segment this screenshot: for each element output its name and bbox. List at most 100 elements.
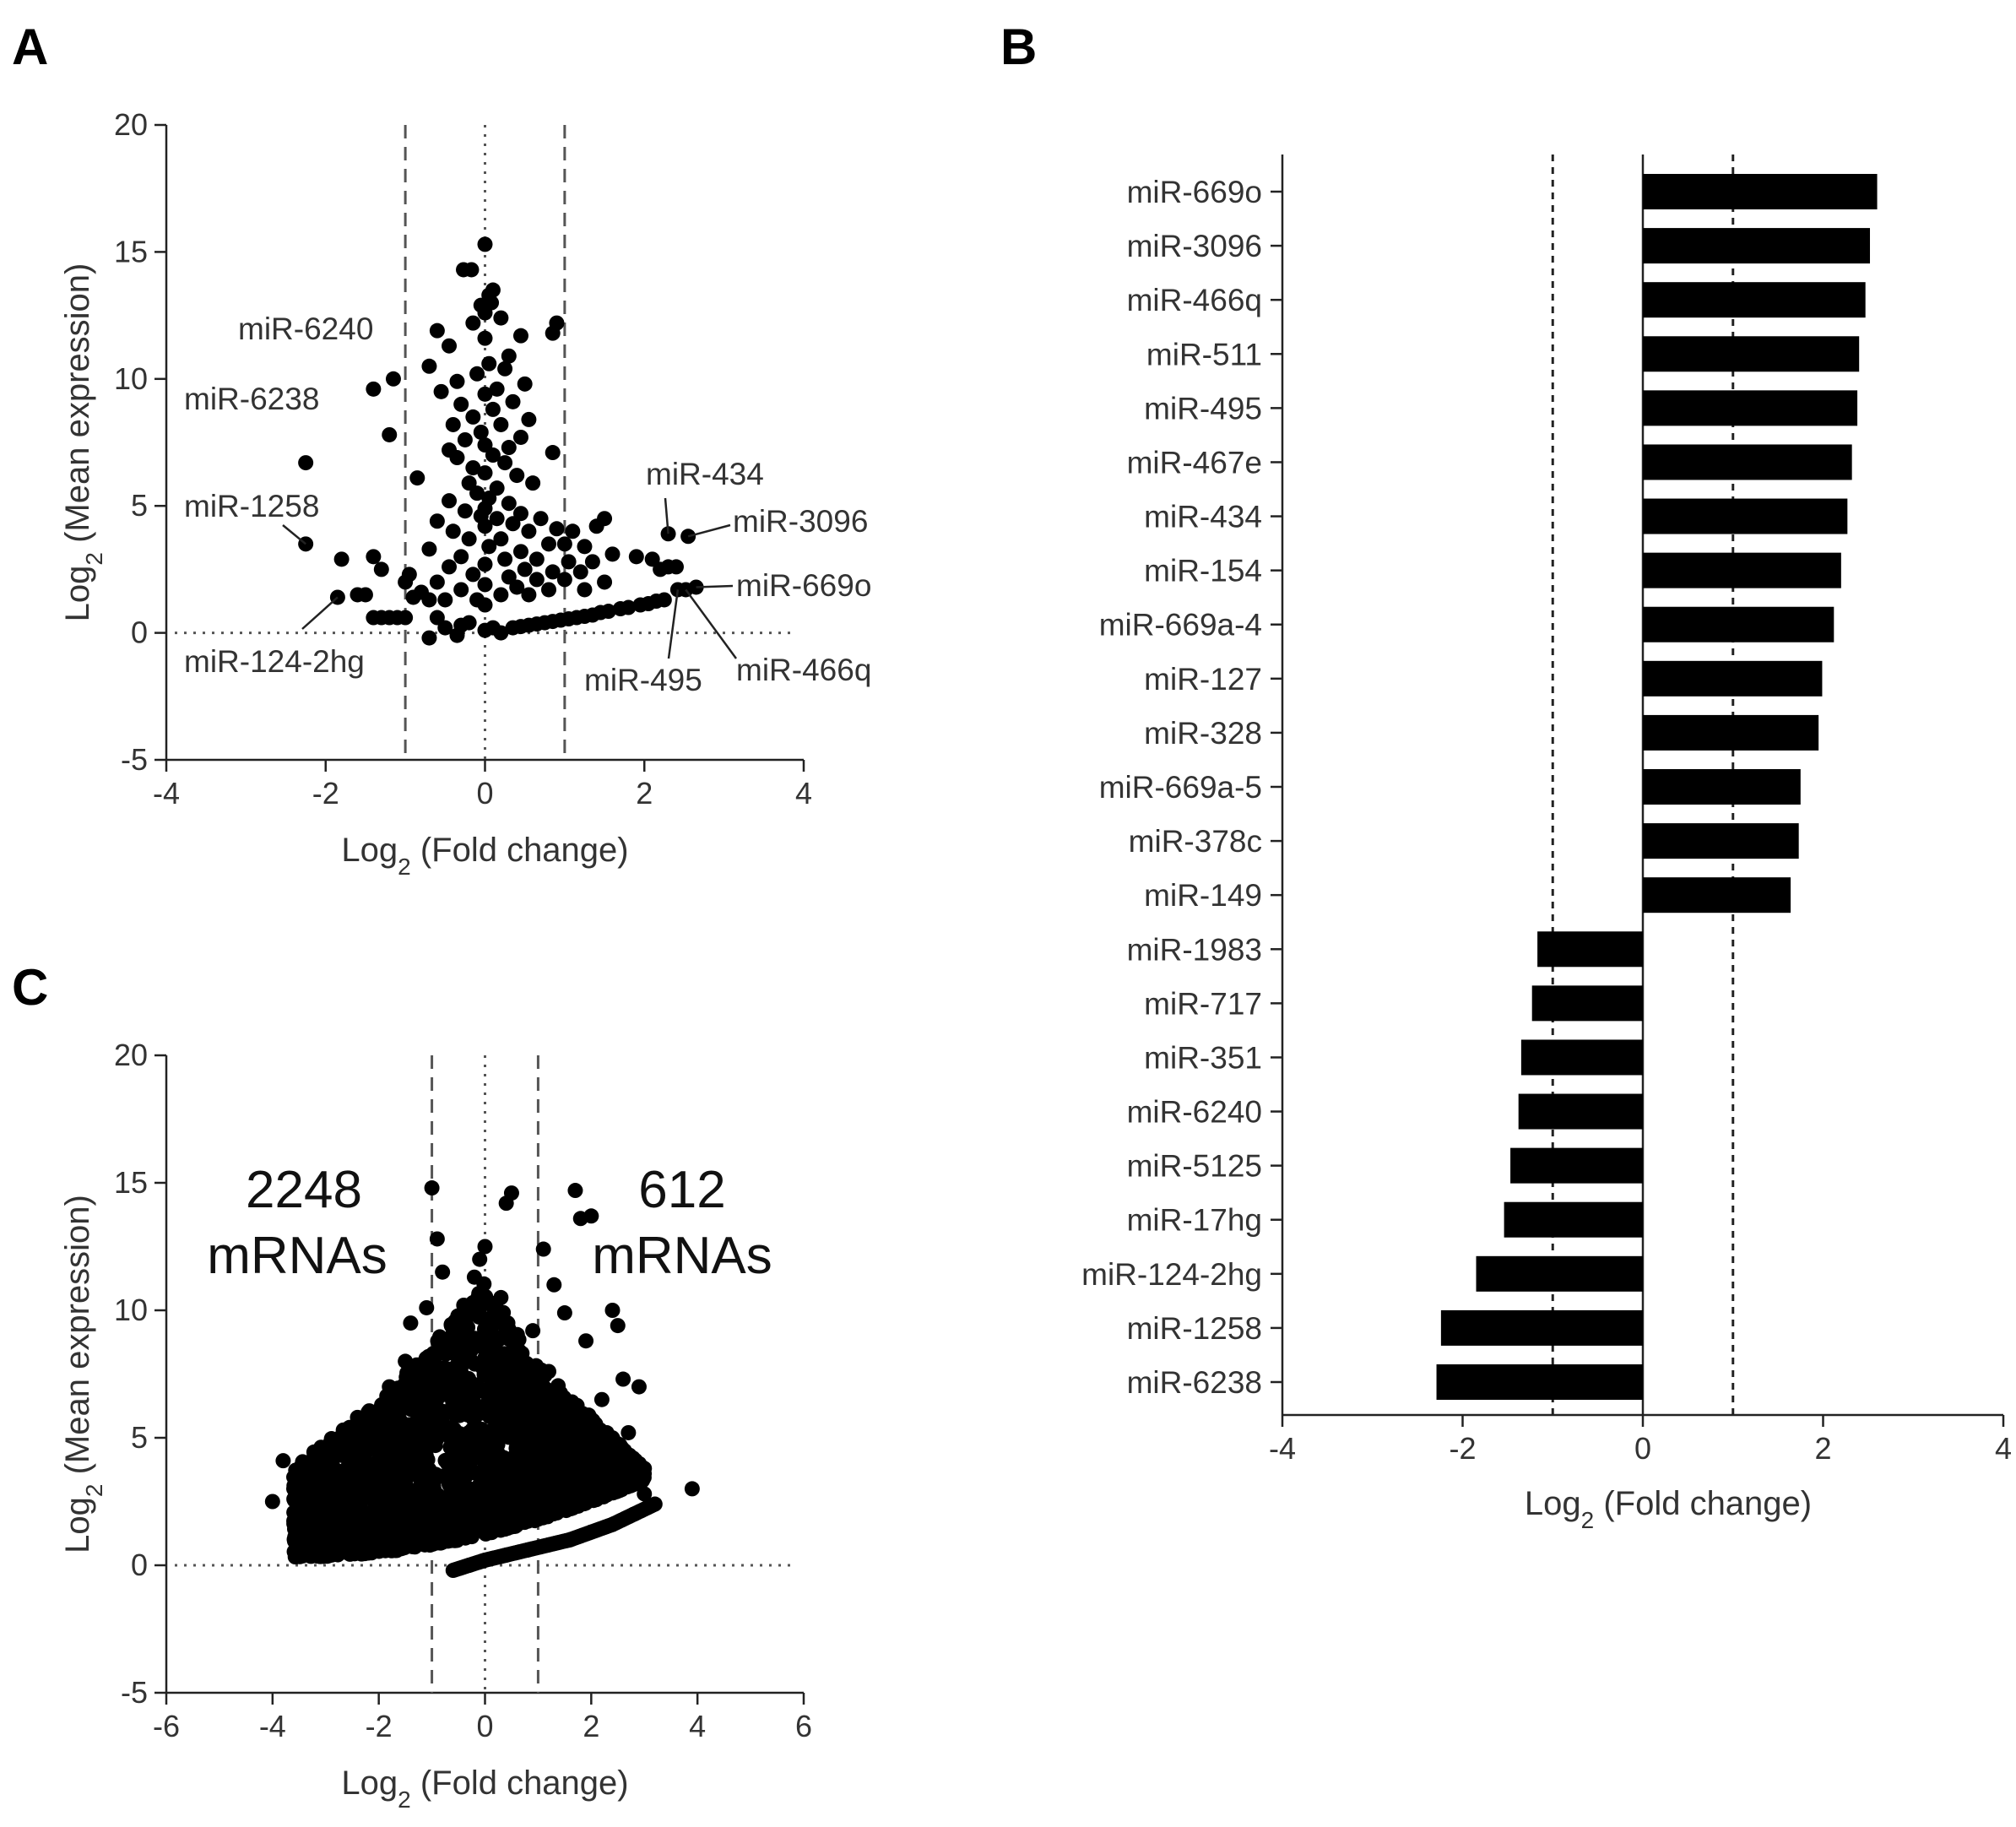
data-point bbox=[637, 1486, 653, 1502]
data-point bbox=[493, 1289, 509, 1305]
data-point bbox=[608, 1462, 624, 1478]
data-point bbox=[493, 416, 509, 432]
bar-category-label: miR-669o bbox=[1127, 175, 1262, 209]
data-point bbox=[424, 1180, 440, 1196]
bar bbox=[1436, 1364, 1643, 1400]
data-point bbox=[442, 338, 458, 354]
data-point bbox=[669, 559, 684, 575]
data-point bbox=[317, 1456, 333, 1472]
data-point bbox=[453, 396, 469, 412]
data-point bbox=[549, 521, 565, 537]
bar bbox=[1643, 498, 1848, 534]
data-point bbox=[541, 1363, 556, 1380]
data-point bbox=[488, 1516, 504, 1532]
data-point bbox=[382, 426, 398, 442]
data-point bbox=[545, 1477, 561, 1494]
bar-category-label: miR-495 bbox=[1144, 391, 1262, 426]
data-point bbox=[509, 579, 525, 595]
bar-category-label: miR-127 bbox=[1144, 662, 1262, 697]
data-point bbox=[421, 592, 437, 608]
data-point bbox=[264, 1494, 280, 1510]
y-tick-label: 5 bbox=[131, 488, 148, 523]
data-point bbox=[382, 1379, 398, 1395]
data-point bbox=[621, 599, 637, 615]
data-point bbox=[405, 589, 421, 605]
data-point bbox=[550, 1407, 566, 1423]
count-left-number: 2248 bbox=[246, 1161, 362, 1219]
data-point bbox=[407, 1533, 423, 1549]
data-point bbox=[604, 1430, 621, 1446]
data-point bbox=[445, 1326, 461, 1342]
bar bbox=[1518, 1093, 1643, 1130]
data-point bbox=[451, 1386, 467, 1402]
data-point bbox=[473, 424, 489, 440]
data-point bbox=[433, 1383, 449, 1399]
data-point bbox=[518, 1471, 534, 1487]
data-point bbox=[593, 1391, 610, 1407]
data-point bbox=[577, 539, 593, 555]
data-point bbox=[489, 381, 505, 397]
x-tick-label: -2 bbox=[1449, 1431, 1476, 1466]
count-right-unit: mRNAs bbox=[592, 1227, 772, 1285]
annotation-label: miR-495 bbox=[584, 663, 702, 697]
bar bbox=[1476, 1255, 1643, 1292]
data-point bbox=[571, 1440, 587, 1456]
data-point bbox=[344, 1481, 360, 1497]
data-point bbox=[525, 1323, 541, 1339]
bar bbox=[1643, 552, 1841, 588]
data-point bbox=[298, 455, 314, 471]
data-point bbox=[307, 1486, 323, 1502]
data-point bbox=[393, 1412, 409, 1429]
data-point bbox=[275, 1453, 291, 1469]
x-tick-label: 0 bbox=[476, 1709, 493, 1743]
data-point bbox=[355, 1448, 371, 1464]
data-point bbox=[409, 1482, 425, 1498]
data-point bbox=[442, 1477, 458, 1493]
data-point bbox=[451, 1362, 467, 1378]
data-point bbox=[496, 1423, 512, 1439]
count-right-number: 612 bbox=[638, 1161, 725, 1219]
bar-category-label: miR-17hg bbox=[1127, 1203, 1262, 1238]
data-point bbox=[442, 1439, 458, 1456]
data-point bbox=[541, 582, 556, 598]
data-point bbox=[545, 445, 561, 461]
data-point bbox=[398, 610, 414, 626]
data-point bbox=[393, 1464, 409, 1480]
data-point bbox=[572, 564, 588, 580]
bar-category-label: miR-511 bbox=[1146, 337, 1262, 371]
data-point bbox=[449, 627, 465, 643]
bar bbox=[1643, 769, 1801, 805]
bar bbox=[1520, 1039, 1643, 1076]
data-point bbox=[496, 1461, 512, 1477]
bar bbox=[1643, 606, 1834, 642]
data-point bbox=[324, 1481, 340, 1497]
data-point bbox=[421, 358, 437, 374]
data-point bbox=[477, 437, 493, 453]
data-point bbox=[477, 577, 493, 593]
data-point bbox=[433, 383, 449, 399]
data-point bbox=[567, 1183, 583, 1199]
data-point bbox=[530, 1433, 546, 1449]
data-point bbox=[501, 440, 517, 456]
data-point bbox=[339, 1501, 355, 1517]
annotation-label: miR-434 bbox=[646, 457, 764, 491]
data-point bbox=[480, 1322, 496, 1338]
data-point bbox=[550, 1431, 566, 1447]
data-point bbox=[488, 1374, 504, 1390]
data-point bbox=[599, 1443, 615, 1459]
bar bbox=[1440, 1309, 1643, 1346]
data-point bbox=[392, 1440, 408, 1456]
data-point bbox=[477, 1239, 493, 1255]
data-point bbox=[393, 1478, 409, 1494]
x-tick-label: -2 bbox=[312, 776, 339, 810]
data-point bbox=[419, 1299, 435, 1315]
bar-category-label: miR-328 bbox=[1144, 716, 1262, 751]
bar bbox=[1643, 228, 1871, 264]
x-tick-label: 2 bbox=[1814, 1431, 1831, 1466]
data-point bbox=[465, 567, 481, 583]
data-point bbox=[512, 506, 528, 522]
data-point bbox=[435, 1264, 451, 1280]
data-point bbox=[458, 1493, 474, 1509]
x-tick-label: 0 bbox=[476, 776, 493, 810]
